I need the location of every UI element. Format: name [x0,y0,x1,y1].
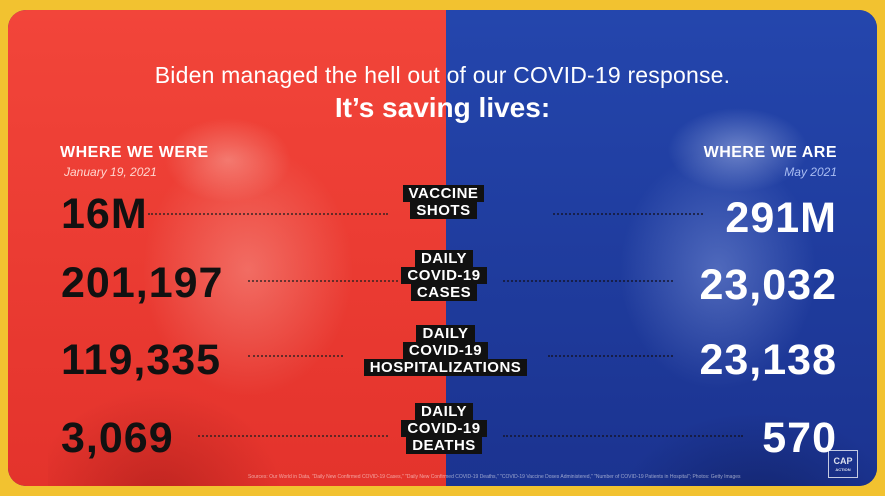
infographic-card: Biden managed the hell out of our COVID-… [8,10,877,486]
left-red-panel [8,10,446,486]
left-portrait-photo [48,80,428,486]
metric-label-line: COVID-19 [402,342,489,359]
dotted-leader [248,280,398,282]
after-value: 291M [725,194,837,242]
dotted-leader [553,213,703,215]
left-column-date: January 19, 2021 [64,165,157,179]
dotted-leader [503,280,673,282]
logo-text: CAP [833,456,853,466]
right-column-date: May 2021 [784,165,837,179]
dotted-leader [148,213,388,215]
left-column-heading: WHERE WE WERE [60,144,209,161]
stat-row-vaccine-shots: 16M VACCINE SHOTS 291M [8,185,877,242]
metric-label-line: DAILY [414,250,474,267]
subheadline: It’s saving lives: [334,92,551,123]
stat-row-daily-cases: 201,197 DAILY COVID-19 CASES 23,032 [8,250,877,310]
headline: Biden managed the hell out of our COVID-… [154,62,731,88]
after-value: 23,138 [699,336,837,384]
metric-label: DAILY COVID-19 HOSPITALIZATIONS [348,325,543,376]
metric-label-line: CASES [410,284,478,301]
stat-row-daily-hospitalizations: 119,335 DAILY COVID-19 HOSPITALIZATIONS … [8,325,877,385]
metric-label-line: DAILY [416,325,475,342]
metric-label-line: DEATHS [406,437,482,454]
metric-label: VACCINE SHOTS [396,185,491,219]
metric-label: DAILY COVID-19 CASES [393,250,495,301]
after-value: 23,032 [699,261,837,309]
right-portrait-photo [538,90,877,486]
cap-action-logo: CAP ACTION [828,450,858,478]
source-footnote: Sources: Our World in Data, "Daily New C… [248,474,741,480]
before-value: 16M [61,190,148,238]
dotted-leader [503,435,743,437]
metric-label-line: COVID-19 [401,420,487,437]
before-value: 3,069 [61,414,174,462]
metric-label-line: VACCINE [402,185,485,202]
right-column-heading: WHERE WE ARE [703,144,837,161]
metric-label-line: SHOTS [410,202,477,219]
dotted-leader [548,355,673,357]
metric-label: DAILY COVID-19 DEATHS [393,403,495,454]
before-value: 119,335 [61,336,222,384]
dotted-leader [248,355,343,357]
logo-subtext: ACTION [835,467,851,472]
metric-label-line: DAILY [414,403,474,420]
after-value: 570 [762,414,837,462]
right-blue-panel [446,10,877,486]
dotted-leader [198,435,388,437]
before-value: 201,197 [61,259,224,307]
metric-label-line: HOSPITALIZATIONS [363,359,528,376]
stat-row-daily-deaths: 3,069 DAILY COVID-19 DEATHS 570 [8,403,877,463]
metric-label-line: COVID-19 [401,267,487,284]
